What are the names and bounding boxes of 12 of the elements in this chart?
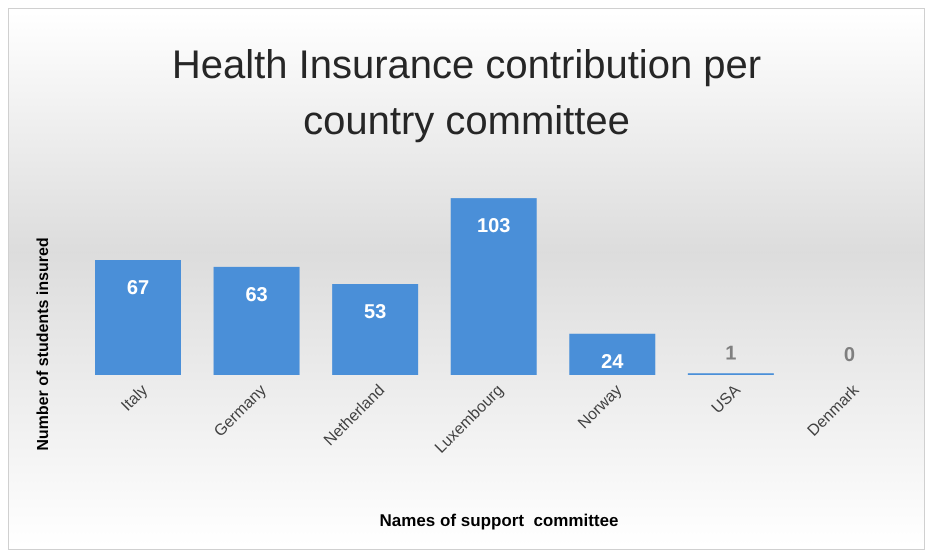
x-axis-title: Names of support committee xyxy=(378,511,620,531)
x-tick-label: USA xyxy=(708,382,744,418)
chart-title: Health Insurance contribution per country committee xyxy=(170,42,762,145)
data-label: 63 xyxy=(245,284,268,306)
x-tick-label: Italy xyxy=(118,382,152,415)
data-label: 67 xyxy=(126,276,150,299)
data-label: 103 xyxy=(477,215,510,238)
data-label: 1 xyxy=(725,342,736,364)
y-axis-title: Number of students insured xyxy=(35,237,53,451)
data-label: 24 xyxy=(601,350,624,373)
data-label: 53 xyxy=(364,301,386,324)
data-label: 0 xyxy=(844,344,855,366)
